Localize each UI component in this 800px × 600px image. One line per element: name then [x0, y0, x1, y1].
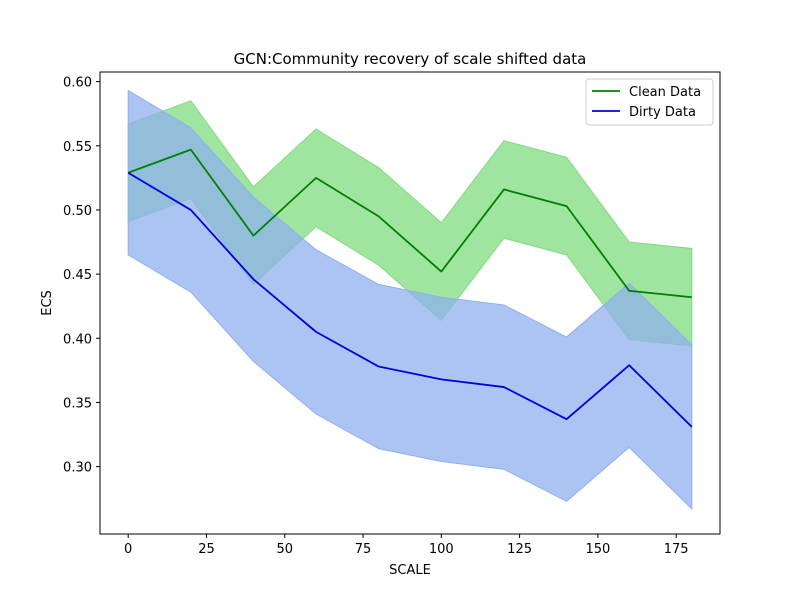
dirty-data-line	[127, 171, 693, 428]
x-tick-label: 25	[198, 542, 215, 557]
clean-data-line	[127, 148, 692, 299]
x-axis-label: SCALE	[389, 563, 431, 578]
legend: Clean Data Dirty Data	[585, 78, 714, 126]
x-tick-label: 100	[429, 542, 454, 557]
y-tick-label: 0.35	[63, 396, 92, 411]
x-tick-label: 75	[355, 542, 372, 557]
x-tick-label: 0	[124, 542, 132, 557]
x-tick-label: 50	[276, 542, 293, 557]
y-tick-label: 0.30	[63, 461, 92, 476]
y-axis-label: ECS	[40, 290, 55, 316]
x-tick-label: 150	[585, 542, 610, 557]
plot-frame	[99, 71, 721, 535]
legend-label-dirty-data: Dirty Data	[629, 105, 696, 120]
y-tick-label: 0.45	[63, 268, 92, 283]
y-tick-label: 0.50	[63, 204, 92, 219]
y-tick-label: 0.60	[63, 76, 92, 91]
x-axis: 0 25 50 75 100 125 150 175	[124, 534, 689, 557]
y-tick-label: 0.55	[63, 140, 92, 155]
dirty-data-band	[127, 89, 693, 511]
legend-label-clean-data: Clean Data	[629, 85, 701, 100]
chart-title: GCN:Community recovery of scale shifted …	[234, 50, 587, 68]
confidence-bands	[127, 89, 693, 511]
x-tick-label: 125	[507, 542, 532, 557]
y-tick-label: 0.40	[63, 332, 92, 347]
x-tick-label: 175	[664, 542, 689, 557]
y-axis: 0.30 0.35 0.40 0.45 0.50 0.55 0.60	[63, 76, 100, 476]
series-lines	[127, 148, 693, 428]
